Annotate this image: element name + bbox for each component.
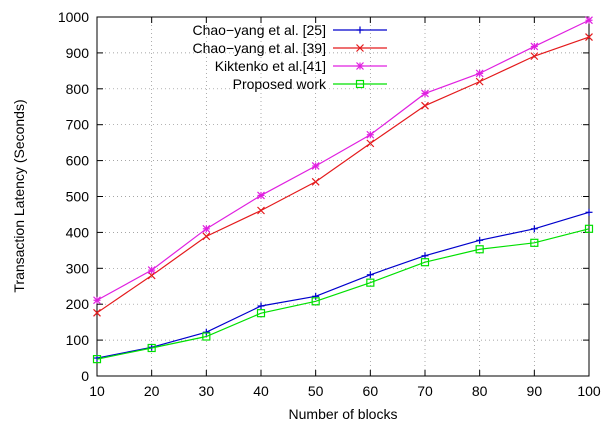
data-point <box>366 278 375 287</box>
x-tick-label: 10 <box>89 383 105 399</box>
data-point <box>202 328 210 336</box>
y-tick-label: 1000 <box>58 9 89 25</box>
x-tick-label: 90 <box>527 383 543 399</box>
data-point <box>585 208 593 216</box>
series-line-2 <box>96 36 590 314</box>
y-tick-label: 100 <box>66 332 90 348</box>
legend-entry-4: Proposed work <box>233 76 387 92</box>
y-axis-label: Transaction Latency (Seconds) <box>11 99 27 292</box>
legend-entry-2: Chao−yang et al. [39] <box>193 40 387 56</box>
data-point <box>421 252 429 260</box>
data-point <box>421 89 429 98</box>
data-point <box>421 101 429 110</box>
x-tick-label: 50 <box>308 383 324 399</box>
series-2 <box>93 33 593 317</box>
axis-ticks: 10 20 30 40 50 60 70 80 90 1000100200300400500600… <box>58 9 601 399</box>
plot-frame <box>96 16 590 377</box>
data-point <box>585 16 593 25</box>
x-tick-label: 70 <box>417 383 433 399</box>
x-tick-label: 20 <box>144 383 160 399</box>
data-point <box>420 258 430 267</box>
data-point <box>311 177 320 186</box>
y-tick-label: 700 <box>66 117 90 133</box>
grid <box>97 17 589 376</box>
legend-entry-1: Chao−yang et al. [25] <box>193 22 387 38</box>
y-tick-label: 300 <box>66 260 90 276</box>
y-tick-label: 800 <box>66 81 90 97</box>
legend-entry-3: Kiktenko et al.[41] <box>215 58 387 74</box>
data-point <box>147 343 156 353</box>
data-point <box>476 236 484 244</box>
legend-label: Kiktenko et al.[41] <box>215 58 326 74</box>
data-point <box>312 292 320 300</box>
series-line-3 <box>96 19 590 301</box>
data-point <box>475 77 484 86</box>
y-tick-label: 600 <box>66 153 90 169</box>
data-point <box>366 139 375 148</box>
series-line-1 <box>96 211 590 359</box>
legend-label: Proposed work <box>233 76 327 92</box>
series-1 <box>93 208 593 362</box>
data-point <box>530 52 539 61</box>
data-point <box>530 225 538 233</box>
data-point <box>93 296 101 305</box>
series-4 <box>92 224 594 364</box>
data-point <box>202 232 211 241</box>
y-tick-label: 200 <box>66 296 90 312</box>
legend-marker <box>356 26 364 34</box>
data-point <box>366 271 374 279</box>
y-tick-label: 400 <box>66 224 90 240</box>
x-tick-label: 30 <box>199 383 215 399</box>
data-point <box>92 355 102 364</box>
legend-label: Chao−yang et al. [25] <box>193 22 327 38</box>
legend: Chao−yang et al. [25] Chao−yang et al. [3… <box>193 22 387 92</box>
data-point <box>530 42 539 51</box>
y-tick-label: 500 <box>66 189 90 205</box>
data-point <box>475 245 484 254</box>
data-point <box>257 206 265 215</box>
data-point <box>256 309 266 318</box>
data-point <box>584 224 594 233</box>
x-tick-label: 60 <box>363 383 379 399</box>
x-axis-label: Number of blocks <box>289 406 398 422</box>
data-point <box>311 297 320 306</box>
legend-label: Chao−yang et al. [39] <box>193 40 327 56</box>
legend-marker <box>356 44 364 52</box>
data-point <box>530 238 539 247</box>
data-point <box>585 33 593 42</box>
data-point <box>257 302 265 310</box>
legend-marker <box>355 79 365 89</box>
y-tick-label: 0 <box>81 368 89 384</box>
data-point <box>202 224 211 233</box>
data-point <box>311 162 320 170</box>
data-point <box>366 130 375 139</box>
x-tick-label: 80 <box>472 383 488 399</box>
data-point <box>475 69 484 78</box>
series-layer <box>92 16 594 364</box>
legend-marker <box>356 62 364 70</box>
x-tick-label: 100 <box>577 383 601 399</box>
y-tick-label: 900 <box>66 45 90 61</box>
x-tick-label: 40 <box>253 383 269 399</box>
data-point <box>93 308 101 317</box>
series-3 <box>93 16 593 305</box>
series-line-4 <box>96 228 590 360</box>
data-point <box>147 266 156 275</box>
data-point <box>257 191 265 200</box>
data-point <box>202 332 211 341</box>
